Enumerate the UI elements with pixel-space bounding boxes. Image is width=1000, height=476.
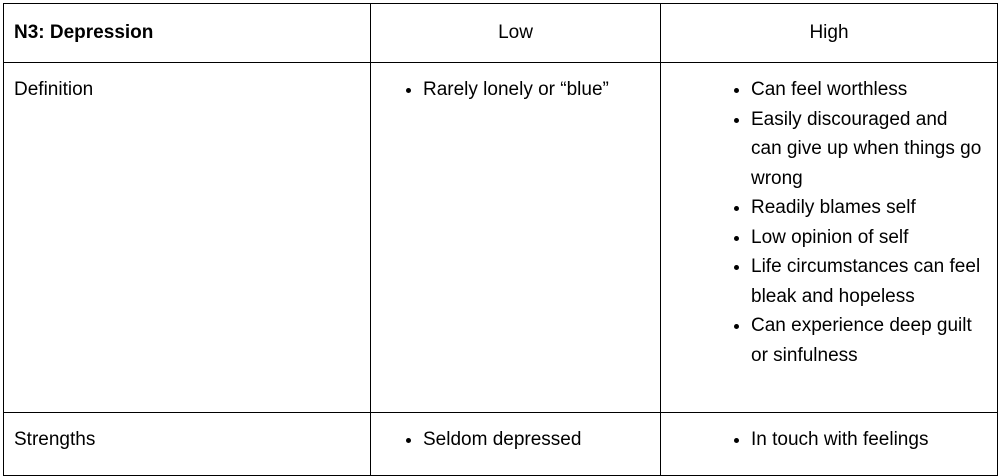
- bullet-item: In touch with feelings: [751, 425, 983, 455]
- low-cell: Seldom depressed: [370, 412, 663, 476]
- bullet-item: Life circumstances can feel bleak and ho…: [751, 252, 983, 311]
- header-cell: N3: Depression: [3, 3, 371, 63]
- high-cell: Can feel worthlessEasily discouraged and…: [660, 62, 998, 413]
- row-label: Definition: [3, 62, 371, 413]
- table-row: Strengths Seldom depressed In touch with f…: [3, 412, 998, 476]
- page: {"table": { "header": ["N3: Depression",…: [0, 0, 1000, 456]
- bullet-item: Can experience deep guilt or sinfulness: [751, 311, 983, 370]
- table-body: DefinitionRarely lonely or “blue”Can fee…: [3, 62, 998, 476]
- high-cell: In touch with feelings: [660, 412, 998, 476]
- bullet-list: Can feel worthlessEasily discouraged and…: [661, 75, 983, 370]
- header-row: N3: Depression Low High: [3, 3, 998, 63]
- bullet-list: Rarely lonely or “blue”: [371, 75, 663, 105]
- table-row: DefinitionRarely lonely or “blue”Can fee…: [3, 62, 998, 413]
- bullet-item: Low opinion of self: [751, 223, 983, 253]
- bullet-item: Easily discouraged and can give up when …: [751, 105, 983, 194]
- bullet-item: Rarely lonely or “blue”: [423, 75, 663, 105]
- low-cell: Rarely lonely or “blue”: [370, 62, 663, 413]
- bullet-item: Seldom depressed: [423, 425, 663, 455]
- trait-table: N3: Depression Low High Definition Rarely…: [3, 3, 998, 476]
- header-cell: High: [660, 3, 998, 63]
- bullet-list: In touch with feelings: [661, 425, 983, 455]
- row-label: Strengths: [3, 412, 371, 476]
- header-cell: Low: [370, 3, 661, 63]
- bullet-item: Can feel worthless: [751, 75, 983, 105]
- bullet-item: Readily blames self: [751, 193, 983, 223]
- bullet-list: Seldom depressed: [371, 425, 663, 455]
